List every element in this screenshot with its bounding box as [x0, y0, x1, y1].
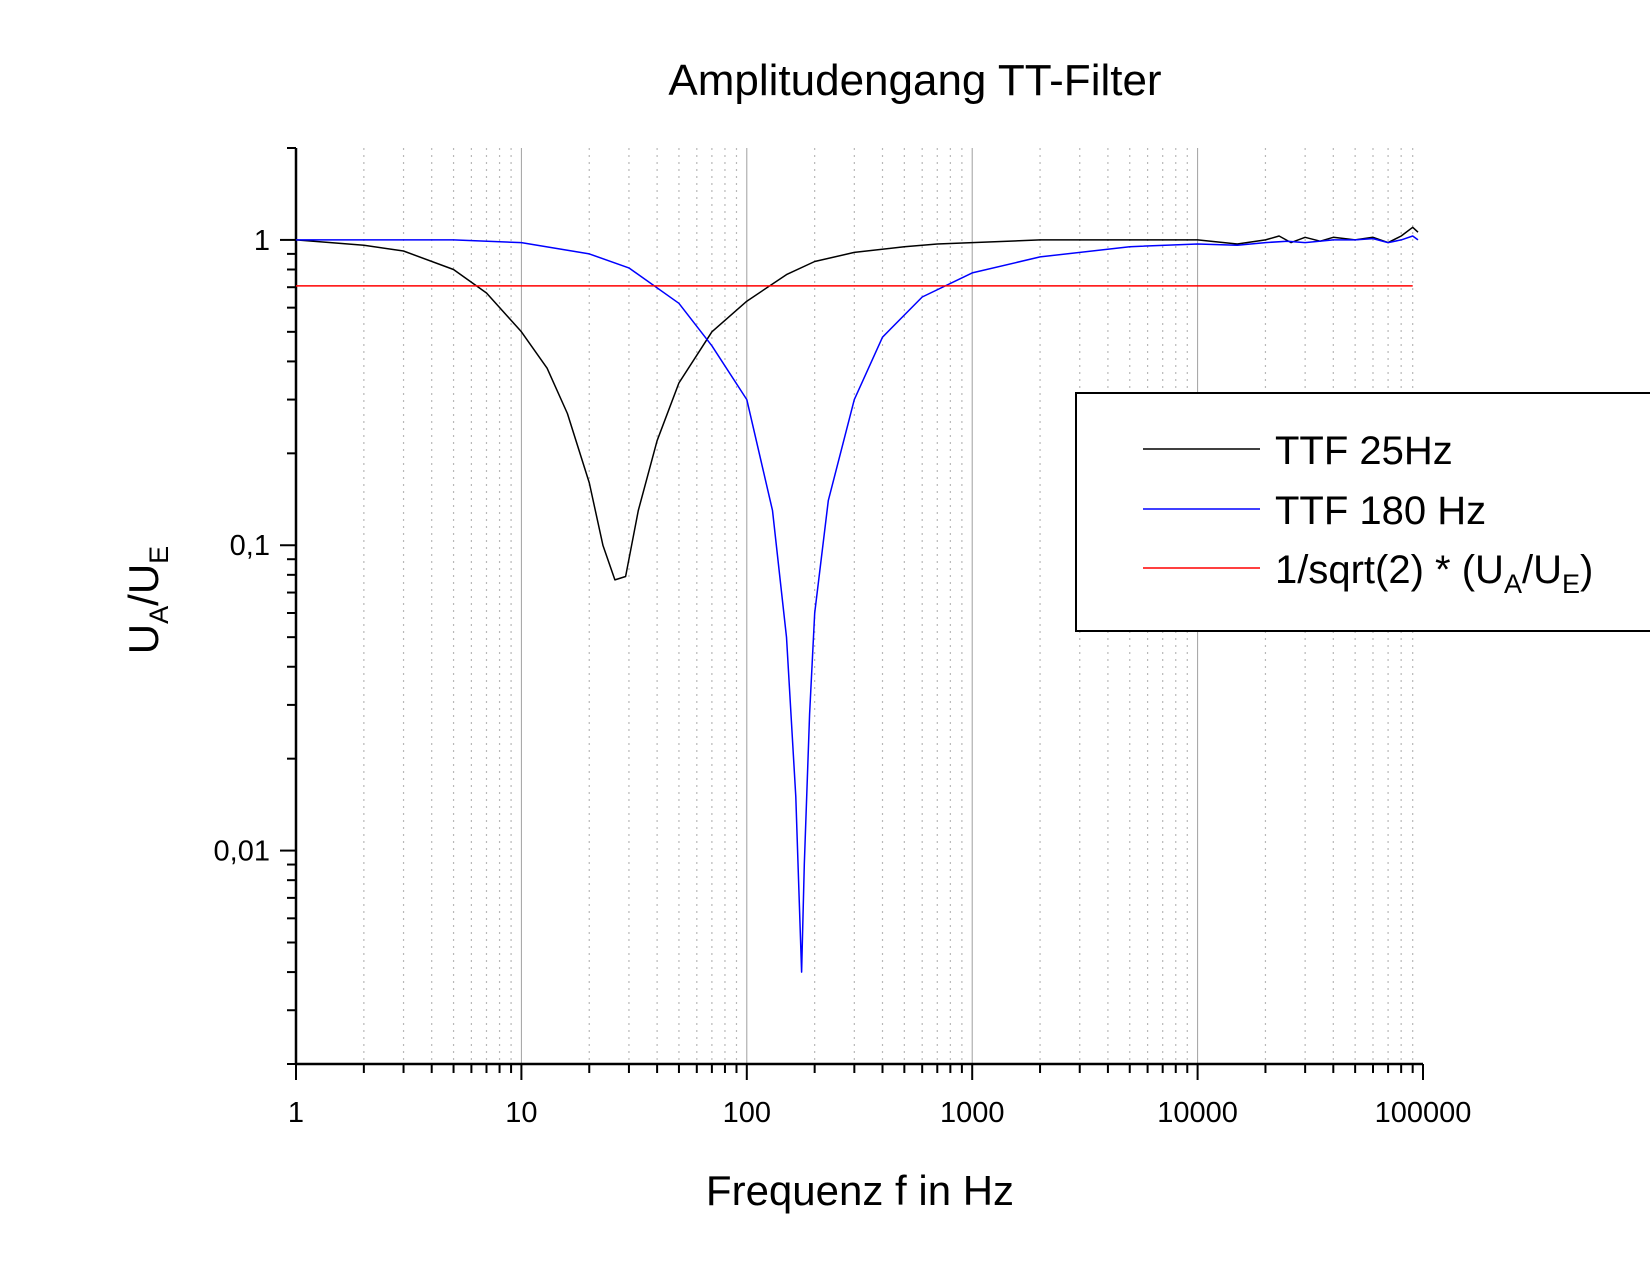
- x-axis-title: Frequenz f in Hz: [706, 1167, 1014, 1214]
- x-tick-label: 1000: [940, 1097, 1005, 1129]
- legend-threshold-part-a: 1/sqrt(2) * (U: [1275, 548, 1504, 592]
- y-axis-title: UA/UE: [120, 546, 174, 654]
- axes: [294, 148, 1423, 1066]
- y-tick-label: 0,01: [214, 836, 270, 868]
- chart-title: Amplitudengang TT-Filter: [668, 56, 1161, 105]
- y-axis-title-main: U: [120, 624, 167, 654]
- legend-label-ttf25: TTF 25Hz: [1275, 429, 1453, 473]
- y-axis-title-sub-e: E: [144, 546, 174, 564]
- legend-box: [1075, 392, 1650, 632]
- x-tick-label: 100: [723, 1097, 771, 1129]
- y-tick-label: 1: [254, 225, 270, 257]
- legend-threshold-part-c: ): [1580, 548, 1593, 592]
- y-tick-label: 0,1: [230, 530, 270, 562]
- series-line-0: [295, 226, 1419, 581]
- legend-threshold-sub-a: A: [1504, 569, 1522, 599]
- y-axis-title-sub-a: A: [144, 606, 174, 624]
- x-tick-label: 100000: [1375, 1097, 1472, 1129]
- series-line-1: [296, 235, 1419, 973]
- legend-label-threshold: 1/sqrt(2) * (UA/UE): [1275, 548, 1593, 599]
- x-tick-label: 1: [288, 1097, 304, 1129]
- y-axis-title-slash: /U: [120, 564, 167, 606]
- legend-threshold-sub-e: E: [1562, 569, 1580, 599]
- ticks: 1 10 100 1000 10000 100000 1 0,1 0,01: [214, 147, 1472, 1129]
- series-group: [295, 226, 1419, 973]
- legend-threshold-part-b: /U: [1522, 548, 1562, 592]
- legend-label-ttf180: TTF 180 Hz: [1275, 489, 1486, 533]
- legend: TTF 25Hz TTF 180 Hz 1/sqrt(2) * (UA/UE): [1075, 392, 1650, 632]
- x-tick-label: 10000: [1157, 1097, 1238, 1129]
- x-tick-label: 10: [505, 1097, 537, 1129]
- grid: [363, 148, 1414, 1064]
